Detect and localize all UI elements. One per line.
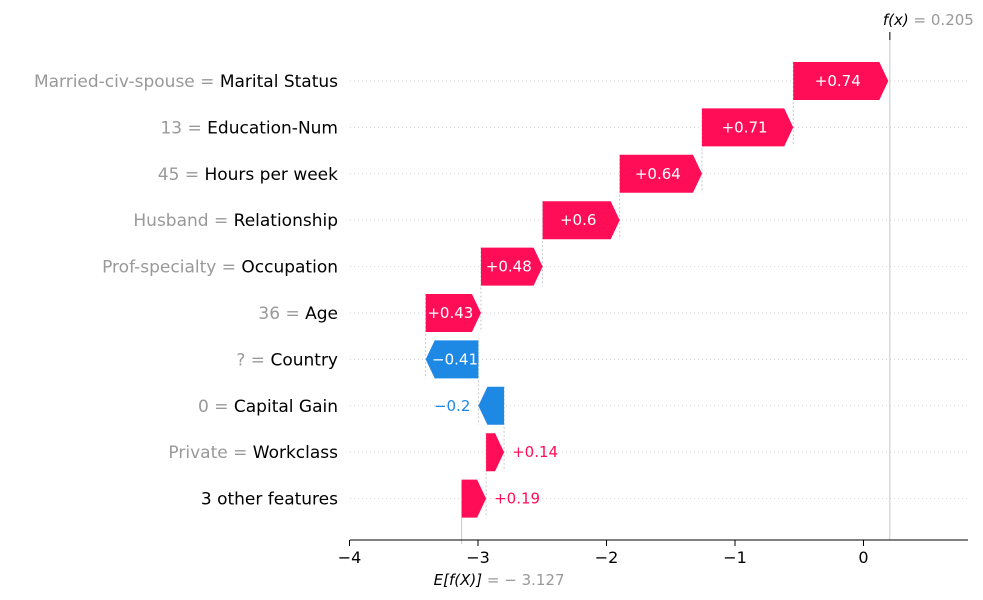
bar-negative bbox=[478, 386, 505, 425]
feature-name: Age bbox=[305, 304, 338, 324]
feature-label: 13 = Education-Num bbox=[160, 118, 338, 138]
fx-label-prefix: f(x) bbox=[883, 11, 914, 29]
feature-label: Private = Workclass bbox=[168, 443, 338, 463]
feature-value: 0 = bbox=[198, 397, 234, 417]
bar-value-label: +0.64 bbox=[635, 165, 681, 183]
x-axis-tick-label: −1 bbox=[723, 548, 747, 567]
feature-label: 0 = Capital Gain bbox=[198, 397, 338, 417]
bar-negative bbox=[425, 340, 479, 379]
bar-value-label: +0.14 bbox=[512, 443, 558, 461]
bar-value-label: −0.41 bbox=[432, 350, 478, 368]
fx-label: f(x) = 0.205 bbox=[883, 11, 974, 29]
base-value-prefix: E[f(X)] bbox=[434, 571, 487, 589]
bar-value-label: +0.6 bbox=[560, 211, 596, 229]
row-gridlines bbox=[350, 80, 968, 500]
bar-value-label: +0.48 bbox=[486, 258, 532, 276]
bar-value-label: +0.74 bbox=[815, 72, 861, 90]
feature-label: 45 = Hours per week bbox=[158, 165, 338, 185]
bar-positive bbox=[619, 154, 702, 193]
feature-label: 36 = Age bbox=[258, 304, 338, 324]
fx-label-value: = 0.205 bbox=[914, 11, 974, 29]
feature-name: Capital Gain bbox=[234, 397, 338, 417]
feature-name: Education-Num bbox=[207, 118, 338, 138]
feature-label: Prof-specialty = Occupation bbox=[102, 258, 338, 278]
x-axis-tick-label: −3 bbox=[466, 548, 490, 567]
feature-value: Private = bbox=[168, 443, 252, 463]
bar-value-label: −0.2 bbox=[434, 397, 470, 415]
bar-positive bbox=[793, 62, 889, 100]
feature-name: Occupation bbox=[241, 258, 338, 278]
bar-positive bbox=[701, 108, 794, 147]
base-value-text: = − 3.127 bbox=[487, 571, 565, 589]
bar-positive bbox=[542, 201, 620, 240]
feature-name: Marital Status bbox=[220, 72, 338, 92]
feature-value: Married-civ-spouse = bbox=[34, 72, 220, 92]
feature-value: 36 = bbox=[258, 304, 305, 324]
feature-value: 13 = bbox=[160, 118, 207, 138]
bars: +0.74 +0.71 +0.64 +0.6 +0.48 +0.43 −0.41 −0.2 +0… bbox=[425, 62, 889, 518]
bar-value-label: +0.19 bbox=[494, 490, 540, 508]
bar-positive bbox=[480, 247, 543, 286]
bar-value-label: +0.43 bbox=[427, 304, 473, 322]
feature-value: 45 = bbox=[158, 165, 205, 185]
feature-name: Country bbox=[270, 350, 338, 370]
bar-value-label: +0.71 bbox=[722, 118, 768, 136]
feature-name: 3 other features bbox=[201, 490, 338, 510]
feature-label: ? = Country bbox=[236, 350, 338, 370]
feature-name: Hours per week bbox=[204, 165, 338, 185]
feature-name: Workclass bbox=[253, 443, 338, 463]
feature-value: Prof-specialty = bbox=[102, 258, 241, 278]
feature-name: Relationship bbox=[234, 211, 338, 231]
x-axis-tick-label: 0 bbox=[858, 548, 868, 567]
feature-label: Married-civ-spouse = Marital Status bbox=[34, 72, 338, 92]
x-axis-tick-label: −2 bbox=[595, 548, 619, 567]
bar-positive bbox=[486, 433, 505, 472]
feature-value: Husband = bbox=[133, 211, 233, 231]
base-value-label: E[f(X)] = − 3.127 bbox=[434, 571, 565, 589]
feature-value: ? = bbox=[236, 350, 270, 370]
bar-positive bbox=[425, 294, 481, 332]
bar-positive bbox=[461, 479, 487, 518]
feature-label: 3 other features bbox=[201, 490, 338, 510]
feature-label: Husband = Relationship bbox=[133, 211, 338, 231]
x-axis-tick-label: −4 bbox=[338, 548, 362, 567]
